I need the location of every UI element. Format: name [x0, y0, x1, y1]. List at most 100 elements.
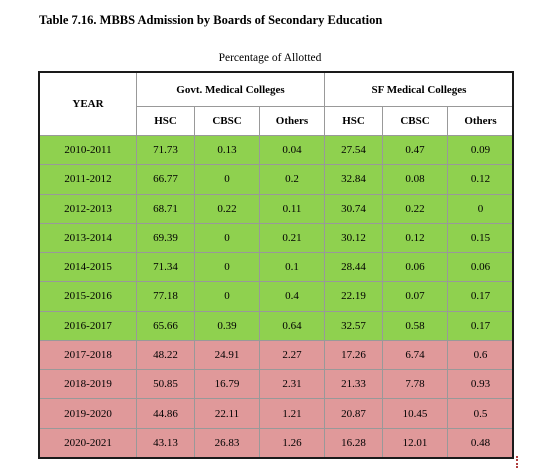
- value-cell: 0.09: [446, 134, 515, 166]
- value-cell: 16.79: [194, 369, 260, 400]
- value-cell: 32.84: [324, 164, 383, 195]
- year-cell: 2015-2016: [39, 281, 137, 312]
- admission-table: YEAR Govt. Medical Colleges SF Medical C…: [39, 72, 515, 459]
- value-cell: 71.34: [136, 252, 195, 283]
- value-cell: 27.54: [324, 134, 383, 166]
- year-cell: 2010-2011: [39, 134, 137, 166]
- table-row: 2010-2011 71.73 0.13 0.04 27.54 0.47 0.09: [39, 134, 515, 166]
- value-cell: 0.93: [446, 369, 515, 400]
- govt-colleges-header: Govt. Medical Colleges: [136, 72, 325, 107]
- year-cell: 2016-2017: [39, 310, 137, 341]
- value-cell: 26.83: [194, 427, 260, 459]
- value-cell: 0.6: [446, 339, 515, 371]
- table-row: 2020-2021 43.13 26.83 1.26 16.28 12.01 0.48: [39, 427, 515, 459]
- value-cell: 0.58: [382, 310, 448, 341]
- value-cell: 48.22: [136, 339, 195, 371]
- year-cell: 2012-2013: [39, 193, 137, 224]
- value-cell: 0: [194, 164, 260, 195]
- table-title: Table 7.16. MBBS Admission by Boards of …: [39, 13, 383, 27]
- value-cell: 0: [446, 193, 515, 224]
- sf-colleges-header: SF Medical Colleges: [323, 72, 515, 107]
- value-cell: 0.2: [259, 164, 325, 195]
- table-row: 2018-2019 50.85 16.79 2.31 21.33 7.78 0.93: [39, 369, 515, 400]
- year-cell: 2019-2020: [39, 398, 137, 429]
- value-cell: 0.17: [446, 310, 515, 341]
- table-row: 2013-2014 69.39 0 0.21 30.12 0.12 0.15: [39, 222, 515, 254]
- value-cell: 0.07: [382, 281, 448, 312]
- value-cell: 0.48: [446, 427, 515, 459]
- value-cell: 1.21: [259, 398, 325, 429]
- value-cell: 2.31: [259, 369, 325, 400]
- year-header: YEAR: [39, 72, 137, 136]
- value-cell: 0.4: [259, 281, 325, 312]
- value-cell: 0.47: [382, 134, 448, 166]
- value-cell: 0.21: [259, 222, 325, 254]
- value-cell: 0.17: [446, 281, 515, 312]
- value-cell: 0.22: [382, 193, 448, 224]
- year-cell: 2014-2015: [39, 252, 137, 283]
- value-cell: 69.39: [136, 222, 195, 254]
- table-row: 2011-2012 66.77 0 0.2 32.84 0.08 0.12: [39, 164, 515, 195]
- value-cell: 16.28: [324, 427, 383, 459]
- value-cell: 30.12: [324, 222, 383, 254]
- value-cell: 24.91: [194, 339, 260, 371]
- table-subtitle: Percentage of Allotted: [218, 52, 322, 64]
- value-cell: 10.45: [382, 398, 448, 429]
- value-cell: 0.39: [194, 310, 260, 341]
- value-cell: 0.08: [382, 164, 448, 195]
- value-cell: 0.04: [259, 134, 325, 166]
- col-header: HSC: [324, 106, 383, 136]
- value-cell: 68.71: [136, 193, 195, 224]
- value-cell: 17.26: [324, 339, 383, 371]
- table-row: 2012-2013 68.71 0.22 0.11 30.74 0.22 0: [39, 193, 515, 224]
- value-cell: 0: [194, 281, 260, 312]
- value-cell: 20.87: [324, 398, 383, 429]
- year-cell: 2011-2012: [39, 164, 137, 195]
- value-cell: 0.06: [382, 252, 448, 283]
- value-cell: 0: [194, 222, 260, 254]
- value-cell: 0.64: [259, 310, 325, 341]
- value-cell: 0.15: [446, 222, 515, 254]
- year-cell: 2013-2014: [39, 222, 137, 254]
- value-cell: 0.5: [446, 398, 515, 429]
- value-cell: 43.13: [136, 427, 195, 459]
- value-cell: 12.01: [382, 427, 448, 459]
- value-cell: 0.1: [259, 252, 325, 283]
- col-header: Others: [446, 106, 515, 136]
- value-cell: 1.26: [259, 427, 325, 459]
- value-cell: 65.66: [136, 310, 195, 341]
- year-cell: 2018-2019: [39, 369, 137, 400]
- value-cell: 0.22: [194, 193, 260, 224]
- value-cell: 21.33: [324, 369, 383, 400]
- year-cell: 2020-2021: [39, 427, 137, 459]
- value-cell: 71.73: [136, 134, 195, 166]
- value-cell: 44.86: [136, 398, 195, 429]
- year-cell: 2017-2018: [39, 339, 137, 371]
- col-header: Others: [259, 106, 325, 136]
- col-header: HSC: [136, 106, 195, 136]
- value-cell: 0.12: [382, 222, 448, 254]
- table-row: 2016-2017 65.66 0.39 0.64 32.57 0.58 0.17: [39, 310, 515, 341]
- value-cell: 0: [194, 252, 260, 283]
- value-cell: 77.18: [136, 281, 195, 312]
- value-cell: 50.85: [136, 369, 195, 400]
- value-cell: 66.77: [136, 164, 195, 195]
- edge-marker: [516, 456, 528, 468]
- table-row: 2017-2018 48.22 24.91 2.27 17.26 6.74 0.6: [39, 339, 515, 371]
- value-cell: 30.74: [324, 193, 383, 224]
- value-cell: 0.06: [446, 252, 515, 283]
- value-cell: 0.13: [194, 134, 260, 166]
- value-cell: 7.78: [382, 369, 448, 400]
- col-header: CBSC: [194, 106, 260, 136]
- value-cell: 6.74: [382, 339, 448, 371]
- col-header: CBSC: [382, 106, 448, 136]
- value-cell: 28.44: [324, 252, 383, 283]
- value-cell: 22.19: [324, 281, 383, 312]
- value-cell: 32.57: [324, 310, 383, 341]
- value-cell: 2.27: [259, 339, 325, 371]
- value-cell: 0.11: [259, 193, 325, 224]
- table-row: 2015-2016 77.18 0 0.4 22.19 0.07 0.17: [39, 281, 515, 312]
- table-row: 2014-2015 71.34 0 0.1 28.44 0.06 0.06: [39, 252, 515, 283]
- value-cell: 22.11: [194, 398, 260, 429]
- table-row: 2019-2020 44.86 22.11 1.21 20.87 10.45 0.5: [39, 398, 515, 429]
